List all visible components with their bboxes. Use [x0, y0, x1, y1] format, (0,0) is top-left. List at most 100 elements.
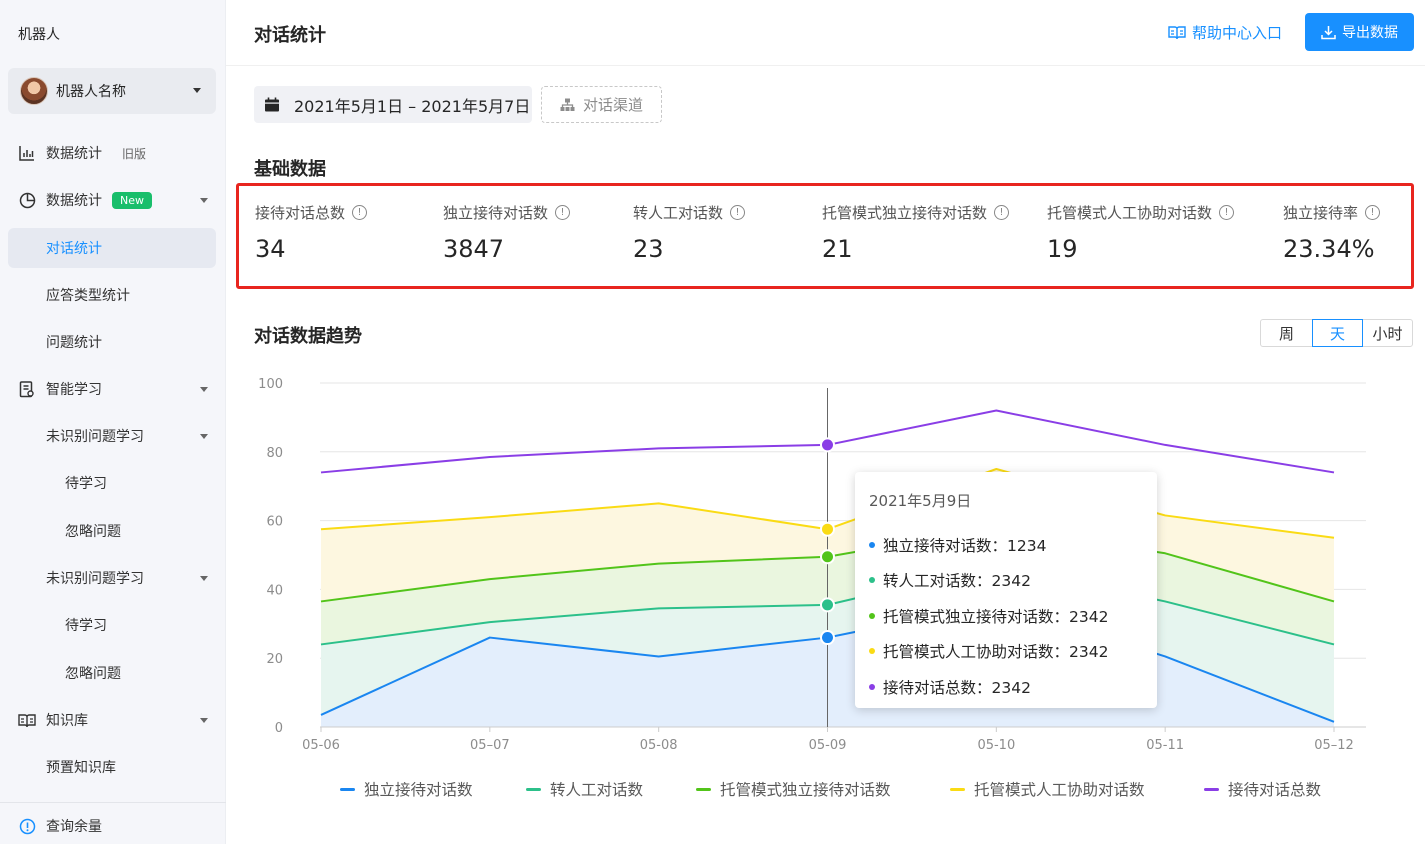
hover-point [820, 630, 835, 646]
sidebar-item-unrecognized-learning[interactable]: 未识别问题学习 [0, 416, 226, 456]
info-icon[interactable]: ! [352, 205, 368, 220]
new-badge: New [112, 191, 152, 209]
sidebar-item-label: 忽略问题 [65, 666, 121, 682]
old-version-tag: 旧版 [122, 146, 147, 161]
hover-point [820, 549, 835, 565]
sidebar-item-question-stats[interactable]: 问题统计 [0, 322, 226, 362]
legend-item[interactable]: 转人工对话数 [526, 778, 643, 800]
sidebar-item-answer-type-stats[interactable]: 应答类型统计 [0, 275, 226, 315]
bar-chart-icon [18, 144, 36, 162]
info-icon[interactable]: ! [994, 205, 1010, 220]
chevron-down-icon [200, 718, 208, 723]
info-icon[interactable]: ! [555, 205, 571, 220]
x-tick-label: 05–12 [1314, 738, 1354, 753]
stat-value: 3847 [443, 235, 505, 263]
sidebar-item-label: 预置知识库 [46, 760, 116, 776]
chevron-down-icon [200, 387, 208, 392]
sidebar-item-to-learn[interactable]: 待学习 [0, 463, 226, 503]
bot-name: 机器人名称 [56, 84, 126, 100]
document-icon [18, 380, 36, 398]
sidebar-item-knowledge-base[interactable]: 知识库 [0, 700, 226, 740]
help-center-link[interactable]: 帮助中心入口 [1168, 22, 1282, 43]
legend-swatch [950, 787, 965, 791]
trend-chart-svg: 0 20 40 60 80 100 05-06 05–07 05-08 05-09 05-10 05-… [258, 377, 1366, 753]
book-icon [1168, 25, 1186, 39]
tooltip-row: 转人工对话数：2342 [869, 563, 1143, 599]
legend-label: 转人工对话数 [550, 781, 644, 799]
hover-point [820, 597, 835, 613]
info-icon[interactable]: ! [730, 205, 746, 220]
tooltip-row-label: 托管模式人工协助对话数：2342 [883, 643, 1109, 662]
sidebar-item-to-learn-2[interactable]: 待学习 [0, 605, 226, 645]
stat-value: 19 [1047, 235, 1078, 263]
trend-chart[interactable]: 0 20 40 60 80 100 05-06 05–07 05-08 05-09 05-10 05-… [226, 360, 1425, 844]
tooltip-dot [869, 648, 875, 655]
stat-label: 转人工对话数 [633, 204, 724, 222]
hover-point [820, 437, 835, 453]
legend-item[interactable]: 托管模式人工协助对话数 [950, 778, 1145, 800]
divider [0, 802, 226, 803]
avatar [20, 77, 48, 105]
tooltip-dot [869, 577, 875, 584]
pie-chart-icon [18, 191, 36, 209]
y-tick-label: 0 [275, 721, 283, 736]
stat-value: 34 [255, 235, 286, 263]
tooltip-dot [869, 612, 875, 619]
x-tick-label: 05-08 [640, 738, 678, 753]
chevron-down-icon [200, 198, 208, 203]
channel-filter[interactable]: 对话渠道 [541, 86, 662, 123]
basic-data-title: 基础数据 [254, 159, 326, 180]
bot-selector[interactable]: 机器人名称 [8, 68, 216, 114]
info-icon[interactable]: ! [1219, 205, 1235, 220]
chevron-down-icon [193, 88, 201, 93]
sidebar-item-data-stats-old[interactable]: 数据统计 旧版 [0, 133, 226, 173]
stat-label: 托管模式独立接待对话数 [822, 204, 988, 222]
sidebar-item-label: 未识别问题学习 [46, 429, 144, 445]
sidebar-item-ignored-2[interactable]: 忽略问题 [0, 653, 226, 693]
stat-hosted-assisted: 托管模式人工协助对话数! 19 [1047, 202, 1235, 263]
sidebar-item-ignored[interactable]: 忽略问题 [0, 511, 226, 551]
stat-value: 21 [822, 235, 853, 263]
x-tick-label: 05-11 [1146, 738, 1184, 753]
legend-swatch [526, 787, 541, 791]
granularity-week[interactable]: 周 [1260, 319, 1313, 347]
x-tick-label: 05-06 [302, 738, 340, 753]
sidebar-item-preset-kb[interactable]: 预置知识库 [0, 747, 226, 787]
legend-item[interactable]: 托管模式独立接待对话数 [696, 778, 891, 800]
stat-label: 独立接待对话数 [443, 204, 549, 222]
chart-tooltip: 2021年5月9日 独立接待对话数：1234 转人工对话数：2342 托管模式独立接… [855, 472, 1157, 708]
tooltip-row: 独立接待对话数：1234 [869, 527, 1143, 563]
sidebar-item-dialog-stats[interactable]: 对话统计 [8, 228, 216, 268]
sidebar-item-label: 问题统计 [46, 335, 102, 351]
info-icon[interactable]: ! [1365, 205, 1381, 220]
sidebar-item-label: 待学习 [65, 618, 107, 634]
tooltip-row-label: 接待对话总数：2342 [883, 678, 1031, 697]
x-tick-label: 05–07 [470, 738, 510, 753]
stat-value: 23 [633, 235, 664, 263]
granularity-day[interactable]: 天 [1312, 319, 1363, 347]
sidebar-item-unrecognized-learning-2[interactable]: 未识别问题学习 [0, 558, 226, 598]
tooltip-dot [869, 541, 875, 548]
chevron-down-icon [200, 434, 208, 439]
sidebar-item-label: 应答类型统计 [46, 288, 130, 304]
date-range-picker[interactable]: 2021年5月1日 – 2021年5月7日 [254, 86, 532, 123]
y-tick-label: 100 [258, 377, 283, 392]
legend-item[interactable]: 接待对话总数 [1204, 778, 1321, 800]
stat-value: 23.34% [1283, 235, 1375, 263]
sidebar-item-data-stats-new[interactable]: 数据统计 New [0, 180, 226, 220]
y-tick-label: 60 [266, 515, 283, 530]
tooltip-row: 接待对话总数：2342 [869, 669, 1143, 705]
legend-item[interactable]: 独立接待对话数 [340, 778, 473, 800]
legend-swatch [696, 787, 711, 791]
export-data-label: 导出数据 [1342, 25, 1398, 41]
granularity-hour[interactable]: 小时 [1362, 319, 1413, 347]
sidebar-item-label: 待学习 [65, 476, 107, 492]
sidebar-item-smart-learning[interactable]: 智能学习 [0, 369, 226, 409]
calendar-icon [265, 97, 279, 112]
help-center-label: 帮助中心入口 [1192, 24, 1283, 42]
sidebar-item-label: 数据统计 [46, 193, 102, 209]
basic-stats-panel: 接待对话总数! 34 独立接待对话数! 3847 转人工对话数! 23 托管模式… [236, 183, 1414, 289]
sidebar-item-query-balance[interactable]: 查询余量 [0, 806, 226, 844]
sidebar-item-label: 数据统计 [46, 146, 102, 162]
export-data-button[interactable]: 导出数据 [1305, 13, 1414, 51]
